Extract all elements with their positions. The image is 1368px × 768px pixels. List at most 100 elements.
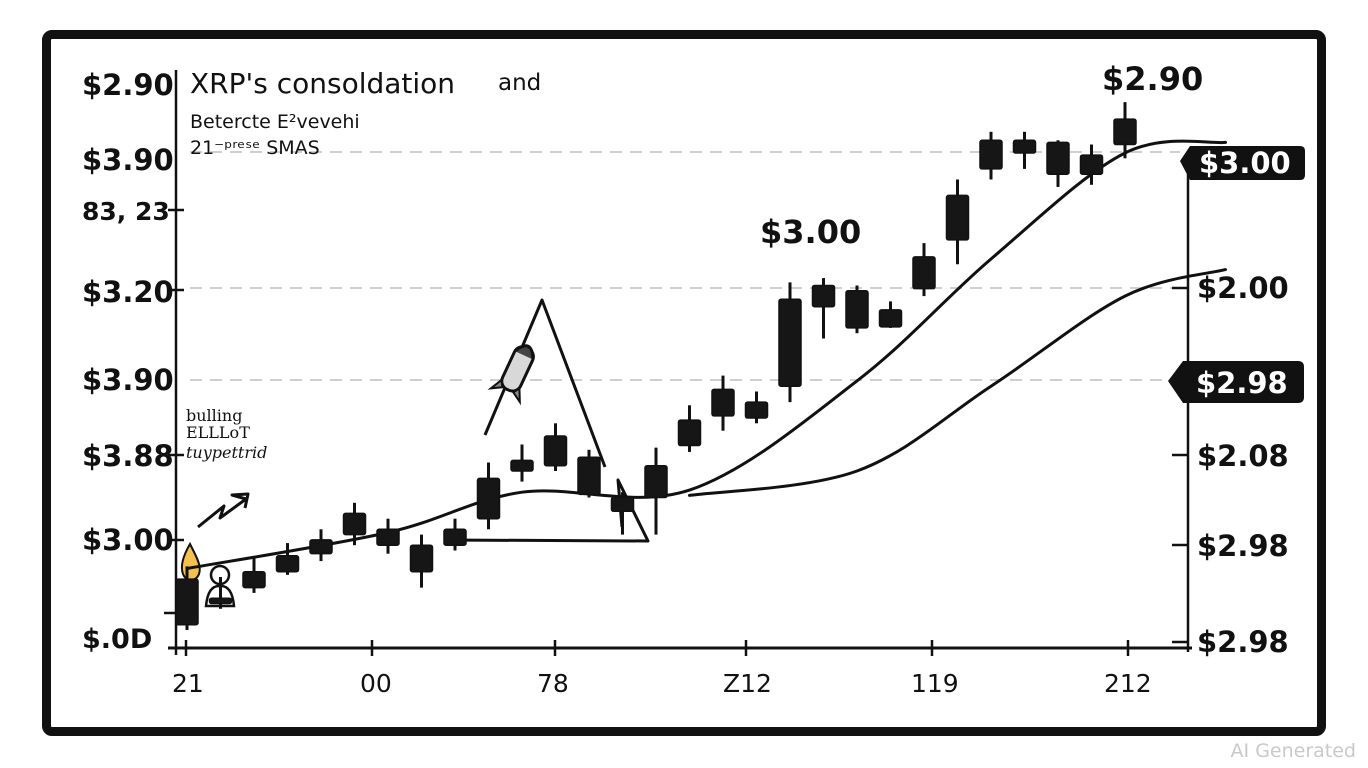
candle: [409, 534, 434, 588]
candle: [744, 391, 769, 424]
svg-text:$2.98: $2.98: [1196, 366, 1288, 400]
candle: [979, 131, 1003, 180]
candle: [1046, 140, 1070, 187]
candle-body: [409, 544, 434, 573]
arrow-icon: [197, 492, 250, 529]
candle: [644, 447, 668, 535]
candle-body: [543, 435, 568, 467]
candle: [543, 423, 568, 471]
candle: [175, 566, 199, 630]
price-badge-bottom: $2.98: [1168, 361, 1304, 403]
candlesticks: [175, 102, 1137, 630]
candle: [845, 285, 869, 334]
flame-icon: [180, 541, 201, 581]
candle: [610, 492, 635, 535]
y-tick-label-left: $3.90: [82, 143, 174, 177]
candle-body: [1012, 139, 1037, 154]
rocket-icon: [487, 344, 535, 406]
candle: [242, 557, 266, 593]
candle-body: [744, 401, 769, 419]
candle-body: [644, 464, 668, 499]
candle-body: [878, 309, 903, 328]
right-tick-marks: [1172, 286, 1188, 644]
x-tick-label: 78: [537, 669, 569, 698]
candle: [443, 518, 467, 551]
candle-body: [577, 456, 601, 496]
candle-body: [979, 139, 1003, 170]
y-tick-label-left: $3.88: [82, 439, 174, 473]
candle: [208, 577, 233, 609]
candle-body: [275, 555, 300, 573]
candle-body: [811, 284, 836, 308]
candle-body: [1079, 154, 1104, 175]
candle: [510, 444, 534, 482]
y-tick-label-right: $2.00: [1197, 271, 1289, 305]
candle-body: [610, 496, 635, 513]
candle: [275, 543, 300, 575]
candle-body: [510, 459, 534, 472]
y-tick-label-left: $3.00: [82, 523, 174, 557]
candle: [945, 179, 970, 265]
sma-lines: [185, 139, 1227, 570]
price-annotation-high: $2.90: [1102, 60, 1203, 98]
sma-slow-line: [688, 268, 1227, 497]
candle-body: [1113, 118, 1137, 146]
x-tick-label: 00: [360, 669, 392, 698]
candle-body: [677, 419, 702, 447]
sma-fast-line: [185, 139, 1227, 570]
left-tick-marks: [164, 208, 184, 615]
watermark: AI Generated: [1230, 740, 1356, 762]
y-tick-label-left: $3.20: [82, 275, 174, 309]
y-tick-label-right: $2.98: [1197, 625, 1289, 659]
x-tick-label: Z12: [723, 669, 772, 698]
price-badge-top: $3.00: [1180, 146, 1305, 180]
candle-body: [912, 256, 936, 290]
y-tick-label-left: $3.90: [82, 363, 174, 397]
price-annotation-mid: $3.00: [760, 213, 861, 251]
candle-body: [208, 597, 233, 605]
candle-body: [845, 290, 869, 329]
candle: [342, 502, 367, 546]
svg-text:$3.00: $3.00: [1199, 146, 1291, 180]
candle-body: [476, 477, 501, 520]
x-tick-label: 119: [911, 669, 959, 698]
candle: [1012, 131, 1037, 169]
pattern-note-line: tuypettrid: [186, 443, 267, 462]
candle: [1113, 102, 1137, 159]
candle-body: [309, 539, 333, 555]
x-tick-marks: [184, 640, 1130, 656]
candle: [309, 529, 333, 562]
x-tick-label: 212: [1104, 669, 1152, 698]
candle-body: [242, 570, 266, 589]
candle: [577, 449, 601, 498]
candle: [476, 462, 501, 530]
pattern-note-line: bulling: [186, 406, 242, 425]
chart-subtitle-line: Betercte E²vevehi: [190, 111, 360, 133]
candle: [1079, 144, 1104, 185]
candle: [912, 243, 936, 297]
y-tick-label-left: $.0D: [82, 624, 152, 655]
candle-body: [376, 528, 400, 546]
chart-frame: [42, 30, 1326, 736]
pattern-note-line: ELLLoT: [186, 423, 250, 442]
candle: [878, 301, 903, 328]
candle-body: [945, 194, 970, 241]
y-tick-label-left: $2.90: [82, 68, 174, 102]
candle-body: [342, 512, 367, 536]
y-tick-label-right: $2.98: [1197, 529, 1289, 563]
chart-title: XRP's consoldation: [190, 67, 455, 100]
candle: [778, 282, 802, 403]
candle: [811, 278, 836, 339]
candle-body: [778, 298, 802, 387]
gridlines: [190, 151, 1180, 381]
candle: [376, 518, 400, 554]
chart-title-suffix: and: [498, 70, 541, 96]
y-tick-label-right: $2.08: [1197, 439, 1289, 473]
candle-body: [1046, 141, 1070, 175]
candle-body: [711, 388, 735, 417]
candle-body: [443, 528, 467, 546]
candle-body: [175, 578, 199, 626]
candle: [677, 405, 702, 452]
x-tick-label: 21: [172, 669, 204, 698]
